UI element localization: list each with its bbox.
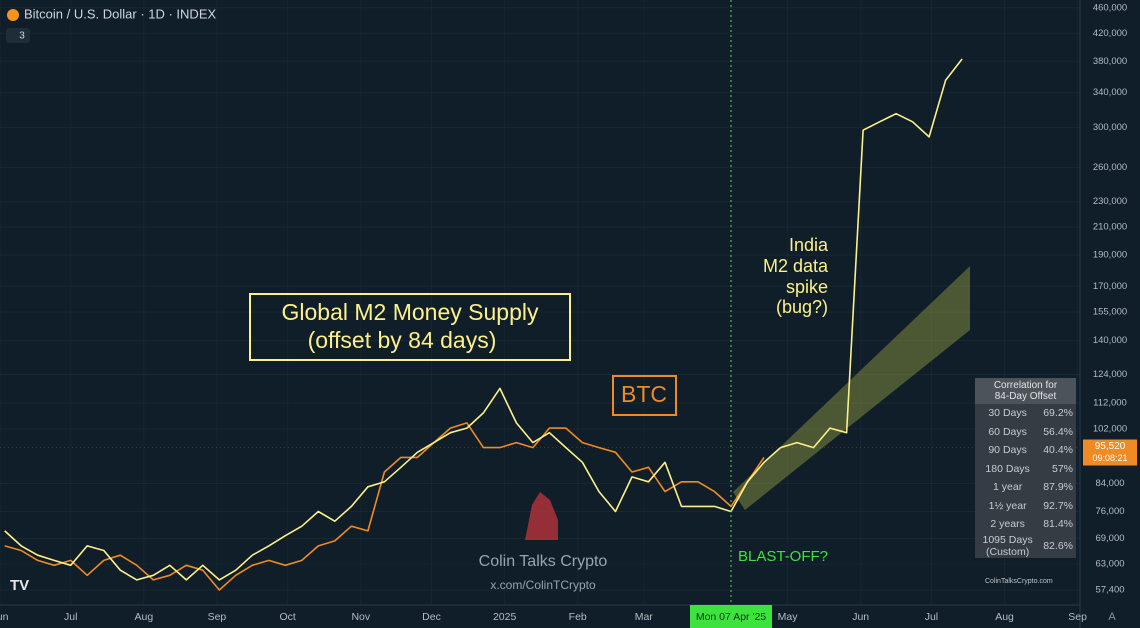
x-tick-label: Jul xyxy=(925,611,938,623)
table-title: Correlation for 84-Day Offset xyxy=(975,378,1076,404)
y-tick-label: 420,000 xyxy=(1093,28,1127,39)
y-tick-label: 102,000 xyxy=(1093,424,1127,435)
x-tick-label: Sep xyxy=(1068,611,1087,623)
y-tick-label: 380,000 xyxy=(1093,56,1127,67)
india-note: M2 data xyxy=(763,256,829,276)
m2-note: (offset by 84 days) xyxy=(308,327,497,353)
series-line xyxy=(4,422,765,591)
y-tick-label: 230,000 xyxy=(1093,196,1127,207)
period: 60 Days xyxy=(988,425,1027,438)
x-tick-label: Dec xyxy=(422,611,441,623)
series-line xyxy=(4,58,963,581)
btc-icon xyxy=(7,9,19,21)
x-tick-label: Sep xyxy=(208,611,227,623)
x-tick-label: Nov xyxy=(351,611,370,623)
correlation-table: Correlation for 84-Day Offset 30 Days 69.2… xyxy=(975,378,1076,558)
x-tick-label: Mar xyxy=(635,611,654,623)
price-label: 95,520 xyxy=(1095,441,1126,452)
y-tick-label: 124,000 xyxy=(1093,369,1127,380)
x-tick-label: Oct xyxy=(280,611,296,623)
y-tick-label: 112,000 xyxy=(1093,398,1127,409)
table-row: 90 Days 40.4% xyxy=(975,441,1076,460)
y-tick-label: 69,000 xyxy=(1095,533,1124,544)
x-tick-label: May xyxy=(778,611,799,623)
correlation-value: 69.2% xyxy=(1043,407,1073,420)
y-tick-label: 260,000 xyxy=(1093,162,1127,173)
x-tick-label: Jun xyxy=(0,611,9,623)
m2-label: Global M2 Money Supply xyxy=(282,299,539,325)
table-row: 30 Days 69.2% xyxy=(975,404,1076,423)
y-tick-label: 190,000 xyxy=(1093,250,1127,261)
cursor-label-bg xyxy=(690,605,773,628)
x-tick-label: Aug xyxy=(134,611,153,623)
correlation-value: 56.4% xyxy=(1043,425,1073,438)
correlation-value: 40.4% xyxy=(1043,444,1073,457)
y-tick-label: 155,000 xyxy=(1093,307,1127,318)
logo xyxy=(525,492,558,540)
x-tick-label: 2025 xyxy=(493,611,517,623)
x-tick-label: Feb xyxy=(569,611,587,623)
watermark: x.com/ColinTCrypto xyxy=(490,578,596,592)
m2-label-box xyxy=(249,293,571,361)
table-row: 1 year 87.9% xyxy=(975,478,1076,497)
symbol-title: Bitcoin / U.S. Dollar · 1D · INDEX xyxy=(24,6,216,21)
correlation-value: 57% xyxy=(1051,462,1073,475)
y-tick-label: 170,000 xyxy=(1093,281,1127,292)
blast-off: BLAST-OFF? xyxy=(738,548,828,565)
india-note: India xyxy=(789,235,829,255)
y-tick-label: 340,000 xyxy=(1093,87,1127,98)
india-note: spike xyxy=(786,277,828,297)
table-row: 180 Days 57% xyxy=(975,460,1076,479)
period: 180 Days xyxy=(985,462,1030,475)
period: 90 Days xyxy=(988,444,1027,457)
site-credit: ColinTalksCrypto.com xyxy=(985,578,1053,585)
y-tick-label: 76,000 xyxy=(1095,506,1124,517)
badge[interactable]: 3 xyxy=(19,31,25,42)
correlation-value: 87.9% xyxy=(1043,481,1073,494)
y-tick-label: 460,000 xyxy=(1093,2,1127,13)
watermark: Colin Talks Crypto xyxy=(479,553,608,570)
x-tick-label: Jul xyxy=(64,611,77,623)
badge-bg[interactable] xyxy=(6,28,30,43)
y-tick-label: 300,000 xyxy=(1093,122,1127,133)
price-label-bg xyxy=(1083,439,1137,466)
correlation-value: 92.7% xyxy=(1043,499,1073,512)
period: 1½ year xyxy=(988,499,1027,512)
period: 30 Days xyxy=(988,407,1027,420)
period: 2 years xyxy=(990,518,1025,531)
projection-cone xyxy=(733,266,970,510)
y-tick-label: 210,000 xyxy=(1093,222,1127,233)
y-tick-label: 57,400 xyxy=(1095,584,1124,595)
correlation-value: 82.6% xyxy=(1043,539,1073,552)
y-tick-label: 140,000 xyxy=(1093,335,1127,346)
period: 1095 Days (Custom) xyxy=(982,533,1033,558)
table-title-line: 84-Day Offset xyxy=(994,391,1057,402)
india-note: (bug?) xyxy=(776,297,828,317)
table-row: 1½ year 92.7% xyxy=(975,497,1076,516)
x-tick-label: Aug xyxy=(995,611,1014,623)
table-row: 60 Days 56.4% xyxy=(975,423,1076,442)
period: 1 year xyxy=(993,481,1023,494)
btc-label: BTC xyxy=(621,381,667,407)
y-tick-label: 84,000 xyxy=(1095,478,1124,489)
table-row: 1095 Days (Custom) 82.6% xyxy=(975,534,1076,558)
cursor-label: Mon 07 Apr '25 xyxy=(696,611,766,623)
btc-label-box xyxy=(612,375,677,416)
auto-scale-button[interactable]: A xyxy=(1108,611,1116,623)
correlation-value: 81.4% xyxy=(1043,518,1073,531)
table-row: 2 years 81.4% xyxy=(975,515,1076,534)
tv-logo: TV xyxy=(10,577,29,594)
y-tick-label: 63,000 xyxy=(1095,558,1124,569)
x-tick-label: Jun xyxy=(852,611,869,623)
table-title-line: Correlation for xyxy=(993,380,1058,391)
price-timer: 09:08:21 xyxy=(1092,453,1127,463)
